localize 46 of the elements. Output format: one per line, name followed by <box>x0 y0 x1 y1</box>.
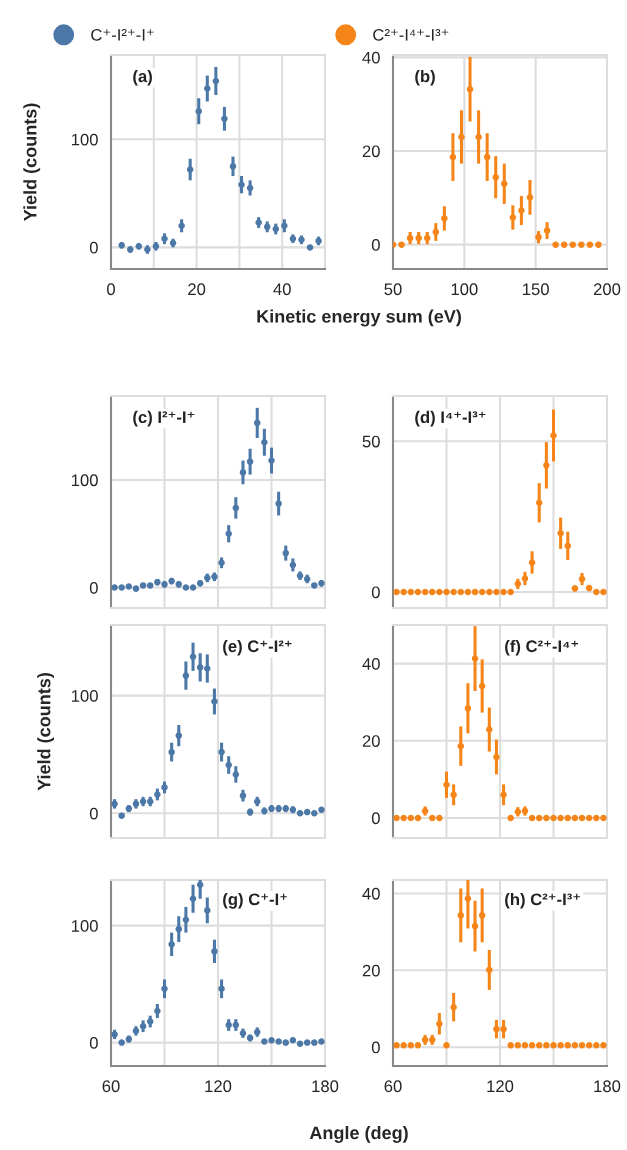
y-tick-label: 20 <box>362 964 380 977</box>
x-tick-label: 150 <box>523 283 549 296</box>
text: (e) C⁺-I²⁺ <box>223 639 292 656</box>
y-tick-label: 0 <box>371 812 380 825</box>
y-tick-label: 40 <box>362 51 380 64</box>
y-tick-label: 20 <box>362 145 380 158</box>
text: (h) C²⁺-I³⁺ <box>505 893 580 909</box>
y-tick-label: 0 <box>371 239 380 251</box>
x-tick-label: 0 <box>107 283 115 296</box>
x-axis-title: Kinetic energy sum (eV) <box>257 309 461 327</box>
y-tick-label: 40 <box>362 657 380 670</box>
text: (a) <box>133 69 152 86</box>
legend-label: C²⁺-I⁴⁺-I³⁺ <box>373 28 449 41</box>
x-tick-label: 40 <box>273 283 291 296</box>
x-tick-label: 180 <box>312 1080 339 1093</box>
y-tick-label: 100 <box>71 133 98 146</box>
x-tick-label: 180 <box>594 1080 621 1093</box>
x-tick-label: 60 <box>102 1080 120 1093</box>
y-tick-label: 100 <box>71 920 98 932</box>
text: (f) C²⁺-I⁴⁺ <box>505 639 579 656</box>
y-tick-label: 100 <box>71 690 98 702</box>
x-tick-label: 120 <box>205 1080 232 1093</box>
y-tick-label: 40 <box>362 887 380 900</box>
y-tick-label: 0 <box>89 241 98 254</box>
y-tick-label: 0 <box>89 1037 98 1049</box>
text: (d) I⁴⁺-I³⁺ <box>415 410 486 427</box>
text: (g) C⁺-I⁺ <box>223 893 287 909</box>
y-axis-title: Yield (counts) <box>23 103 41 222</box>
text: (b) <box>415 69 435 86</box>
y-tick-label: 0 <box>89 807 98 820</box>
x-tick-label: 100 <box>451 283 478 296</box>
y-tick-label: 0 <box>371 1041 380 1054</box>
x-tick-label: 60 <box>384 1080 402 1093</box>
y-tick-label: 50 <box>362 435 380 448</box>
x-axis-title: Angle (deg) <box>309 1125 408 1143</box>
x-tick-label: 20 <box>188 283 206 296</box>
x-tick-label: 120 <box>487 1080 514 1093</box>
y-tick-label: 100 <box>71 474 98 487</box>
x-tick-label: 50 <box>384 283 402 296</box>
y-tick-label: 0 <box>371 586 380 599</box>
x-tick-label: 200 <box>593 283 621 296</box>
text: (c) I²⁺-I⁺ <box>133 410 195 427</box>
y-axis-title: Yield (counts) <box>37 673 55 791</box>
legend-label: C⁺-I²⁺-I⁺ <box>91 28 154 41</box>
y-tick-label: 0 <box>89 581 98 594</box>
y-tick-label: 20 <box>362 735 380 747</box>
